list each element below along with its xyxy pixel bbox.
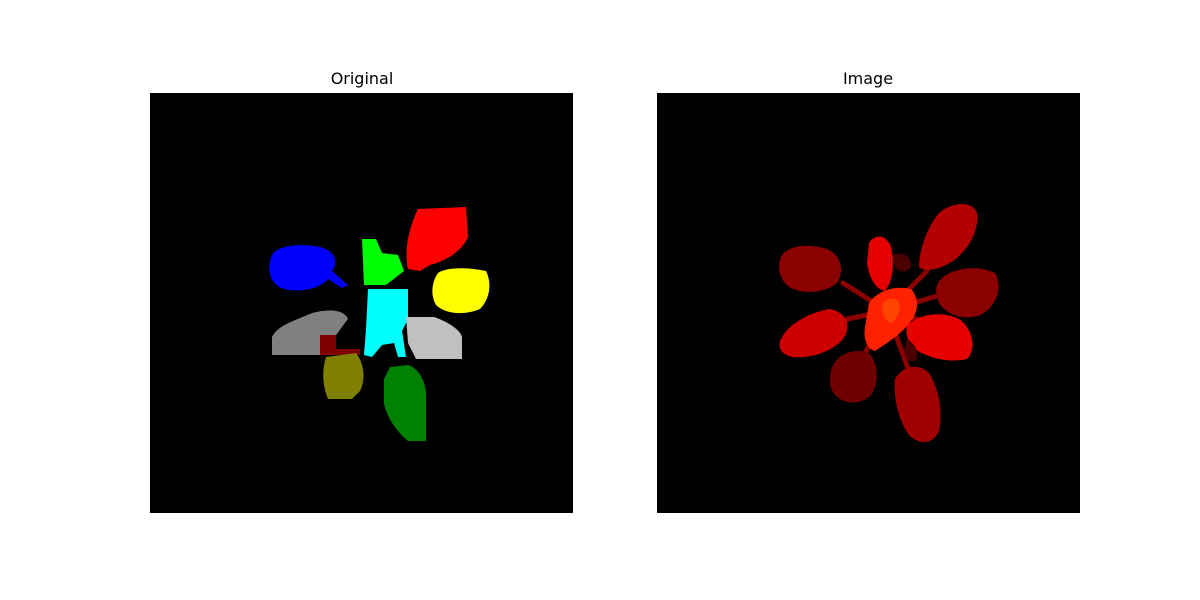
leaf-bottom (894, 366, 941, 443)
olive-leaf (323, 353, 364, 399)
leaf-shadow-top (893, 253, 912, 272)
plant-rosette-image (779, 204, 999, 443)
silver-leaf (406, 317, 462, 359)
blue-leaf (269, 245, 348, 291)
leaf-upper-right (919, 204, 978, 270)
leaf-left (779, 309, 848, 358)
rosette-core (882, 298, 900, 323)
cyan-leaf (364, 289, 408, 357)
segmentation-mask-image (269, 207, 490, 441)
segmentation-mask-panel (150, 93, 573, 513)
red-leaf (406, 207, 468, 271)
leaf-lower-left (829, 351, 877, 403)
maroon-leaf (320, 335, 360, 355)
plant-image-panel (657, 93, 1080, 513)
yellow-leaf (432, 268, 490, 314)
dark-green-leaf (384, 365, 426, 441)
panel-title-image: Image (842, 69, 894, 88)
leaf-shadow-lower (904, 339, 918, 362)
leaf-top-center (867, 236, 893, 291)
green-leaf (362, 239, 404, 285)
leaf-right (936, 268, 999, 318)
panel-title-original: Original (330, 69, 394, 88)
leaf-lower-right (906, 314, 973, 361)
gray-leaf (272, 310, 348, 355)
leaf-upper-left (779, 245, 842, 292)
